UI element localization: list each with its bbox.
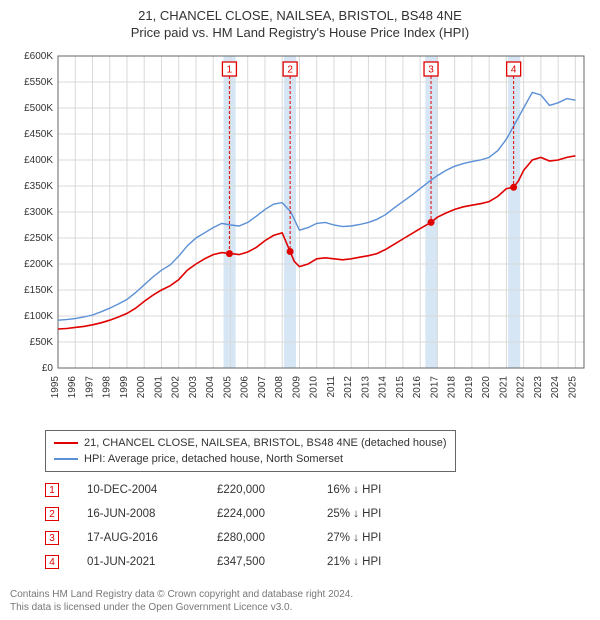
svg-text:2009: 2009 [291, 376, 302, 399]
svg-text:2011: 2011 [326, 376, 337, 398]
sale-price: £280,000 [217, 532, 327, 544]
sale-date: 17-AUG-2016 [87, 532, 217, 544]
svg-text:£100K: £100K [24, 311, 53, 322]
svg-text:2003: 2003 [188, 376, 199, 399]
svg-text:2020: 2020 [481, 376, 492, 399]
sale-diff: 21% ↓ HPI [327, 556, 437, 568]
legend-swatch-hpi [54, 458, 78, 460]
svg-text:2022: 2022 [516, 376, 527, 399]
svg-text:£250K: £250K [24, 233, 53, 244]
svg-text:£50K: £50K [30, 337, 54, 348]
table-row: 3 17-AUG-2016 £280,000 27% ↓ HPI [45, 526, 437, 550]
footer-line: Contains HM Land Registry data © Crown c… [10, 588, 353, 601]
svg-text:2010: 2010 [309, 376, 320, 399]
svg-text:£400K: £400K [24, 155, 53, 166]
svg-text:2019: 2019 [464, 376, 475, 399]
svg-text:3: 3 [428, 65, 434, 76]
svg-text:£200K: £200K [24, 259, 53, 270]
svg-text:£0: £0 [42, 363, 54, 374]
sale-diff: 27% ↓ HPI [327, 532, 437, 544]
footer-line: This data is licensed under the Open Gov… [10, 601, 353, 614]
sale-marker-icon: 2 [45, 507, 59, 521]
legend-row: HPI: Average price, detached house, Nort… [54, 451, 447, 467]
title-address: 21, CHANCEL CLOSE, NAILSEA, BRISTOL, BS4… [0, 8, 600, 23]
svg-text:2001: 2001 [153, 376, 164, 399]
sales-table: 1 10-DEC-2004 £220,000 16% ↓ HPI 2 16-JU… [45, 478, 437, 574]
svg-text:£450K: £450K [24, 129, 53, 140]
svg-text:1996: 1996 [67, 376, 78, 399]
chart-title: 21, CHANCEL CLOSE, NAILSEA, BRISTOL, BS4… [0, 0, 600, 40]
svg-text:2008: 2008 [274, 376, 285, 399]
legend: 21, CHANCEL CLOSE, NAILSEA, BRISTOL, BS4… [45, 430, 456, 472]
svg-text:2013: 2013 [360, 376, 371, 399]
svg-text:2: 2 [287, 65, 293, 76]
sale-date: 10-DEC-2004 [87, 484, 217, 496]
svg-text:£300K: £300K [24, 207, 53, 218]
svg-text:2024: 2024 [550, 376, 561, 399]
svg-text:1997: 1997 [84, 376, 95, 399]
svg-text:2015: 2015 [395, 376, 406, 399]
svg-text:2007: 2007 [257, 376, 268, 399]
svg-text:1995: 1995 [50, 376, 61, 399]
svg-text:2004: 2004 [205, 376, 216, 399]
svg-text:2002: 2002 [171, 376, 182, 399]
table-row: 1 10-DEC-2004 £220,000 16% ↓ HPI [45, 478, 437, 502]
svg-text:2018: 2018 [447, 376, 458, 399]
price-chart: £0 £50K £100K £150K £200K £250K £300K £350K £400… [10, 50, 590, 420]
legend-row: 21, CHANCEL CLOSE, NAILSEA, BRISTOL, BS4… [54, 435, 447, 451]
svg-text:£600K: £600K [24, 51, 53, 62]
svg-text:4: 4 [511, 65, 517, 76]
svg-text:2014: 2014 [378, 376, 389, 399]
svg-text:2000: 2000 [136, 376, 147, 399]
svg-text:2005: 2005 [222, 376, 233, 399]
title-subtitle: Price paid vs. HM Land Registry's House … [0, 25, 600, 40]
svg-text:£150K: £150K [24, 285, 53, 296]
sale-price: £220,000 [217, 484, 327, 496]
table-row: 4 01-JUN-2021 £347,500 21% ↓ HPI [45, 550, 437, 574]
svg-text:1999: 1999 [119, 376, 130, 399]
svg-text:2006: 2006 [240, 376, 251, 399]
svg-text:£350K: £350K [24, 181, 53, 192]
sale-diff: 16% ↓ HPI [327, 484, 437, 496]
sale-diff: 25% ↓ HPI [327, 508, 437, 520]
svg-text:2016: 2016 [412, 376, 423, 399]
svg-text:1998: 1998 [102, 376, 113, 399]
svg-text:£550K: £550K [24, 77, 53, 88]
svg-text:£500K: £500K [24, 103, 53, 114]
sale-marker-icon: 4 [45, 555, 59, 569]
sale-price: £224,000 [217, 508, 327, 520]
svg-text:2021: 2021 [498, 376, 509, 399]
sale-marker-icon: 1 [45, 483, 59, 497]
svg-text:2025: 2025 [567, 376, 578, 399]
svg-text:2012: 2012 [343, 376, 354, 399]
table-row: 2 16-JUN-2008 £224,000 25% ↓ HPI [45, 502, 437, 526]
svg-text:1: 1 [227, 65, 233, 76]
sale-date: 16-JUN-2008 [87, 508, 217, 520]
legend-label: HPI: Average price, detached house, Nort… [84, 453, 343, 465]
legend-label: 21, CHANCEL CLOSE, NAILSEA, BRISTOL, BS4… [84, 437, 447, 449]
sale-price: £347,500 [217, 556, 327, 568]
sale-date: 01-JUN-2021 [87, 556, 217, 568]
svg-text:2017: 2017 [429, 376, 440, 399]
svg-text:2023: 2023 [533, 376, 544, 399]
footer-attribution: Contains HM Land Registry data © Crown c… [10, 588, 353, 614]
sale-marker-icon: 3 [45, 531, 59, 545]
legend-swatch-property [54, 442, 78, 444]
